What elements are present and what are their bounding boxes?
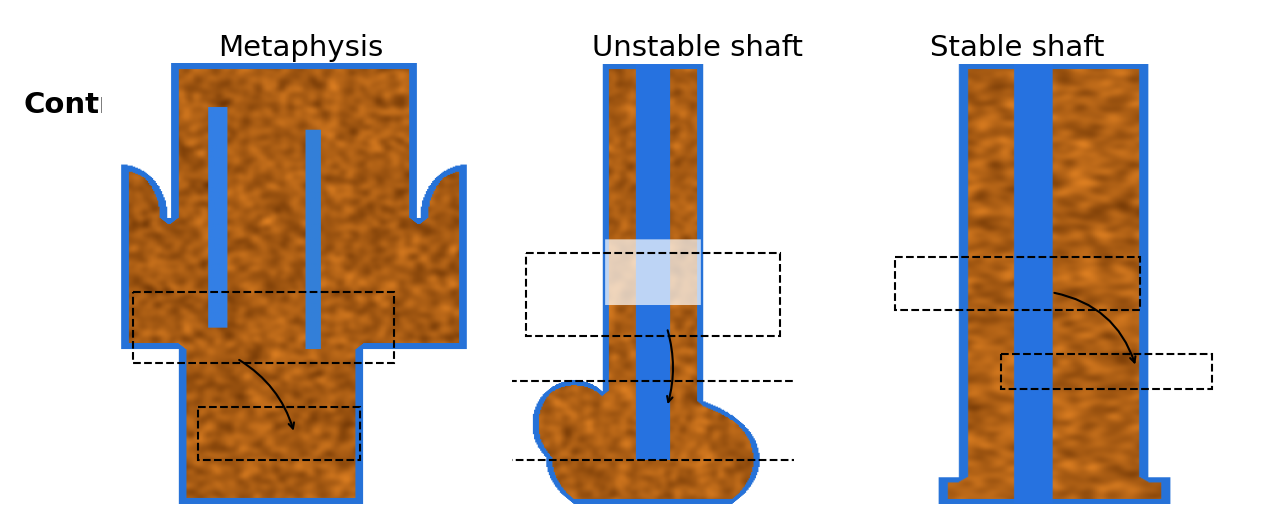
Bar	[498, 381, 808, 460]
Text: Control: Control	[23, 91, 143, 119]
Bar	[198, 407, 360, 460]
Text: Unstable shaft: Unstable shaft	[593, 34, 803, 62]
Bar	[526, 253, 780, 337]
Bar	[1001, 354, 1212, 390]
Text: Metaphysis: Metaphysis	[218, 34, 384, 62]
Bar	[133, 292, 394, 363]
Text: Stable shaft: Stable shaft	[931, 34, 1105, 62]
Bar	[896, 257, 1140, 310]
